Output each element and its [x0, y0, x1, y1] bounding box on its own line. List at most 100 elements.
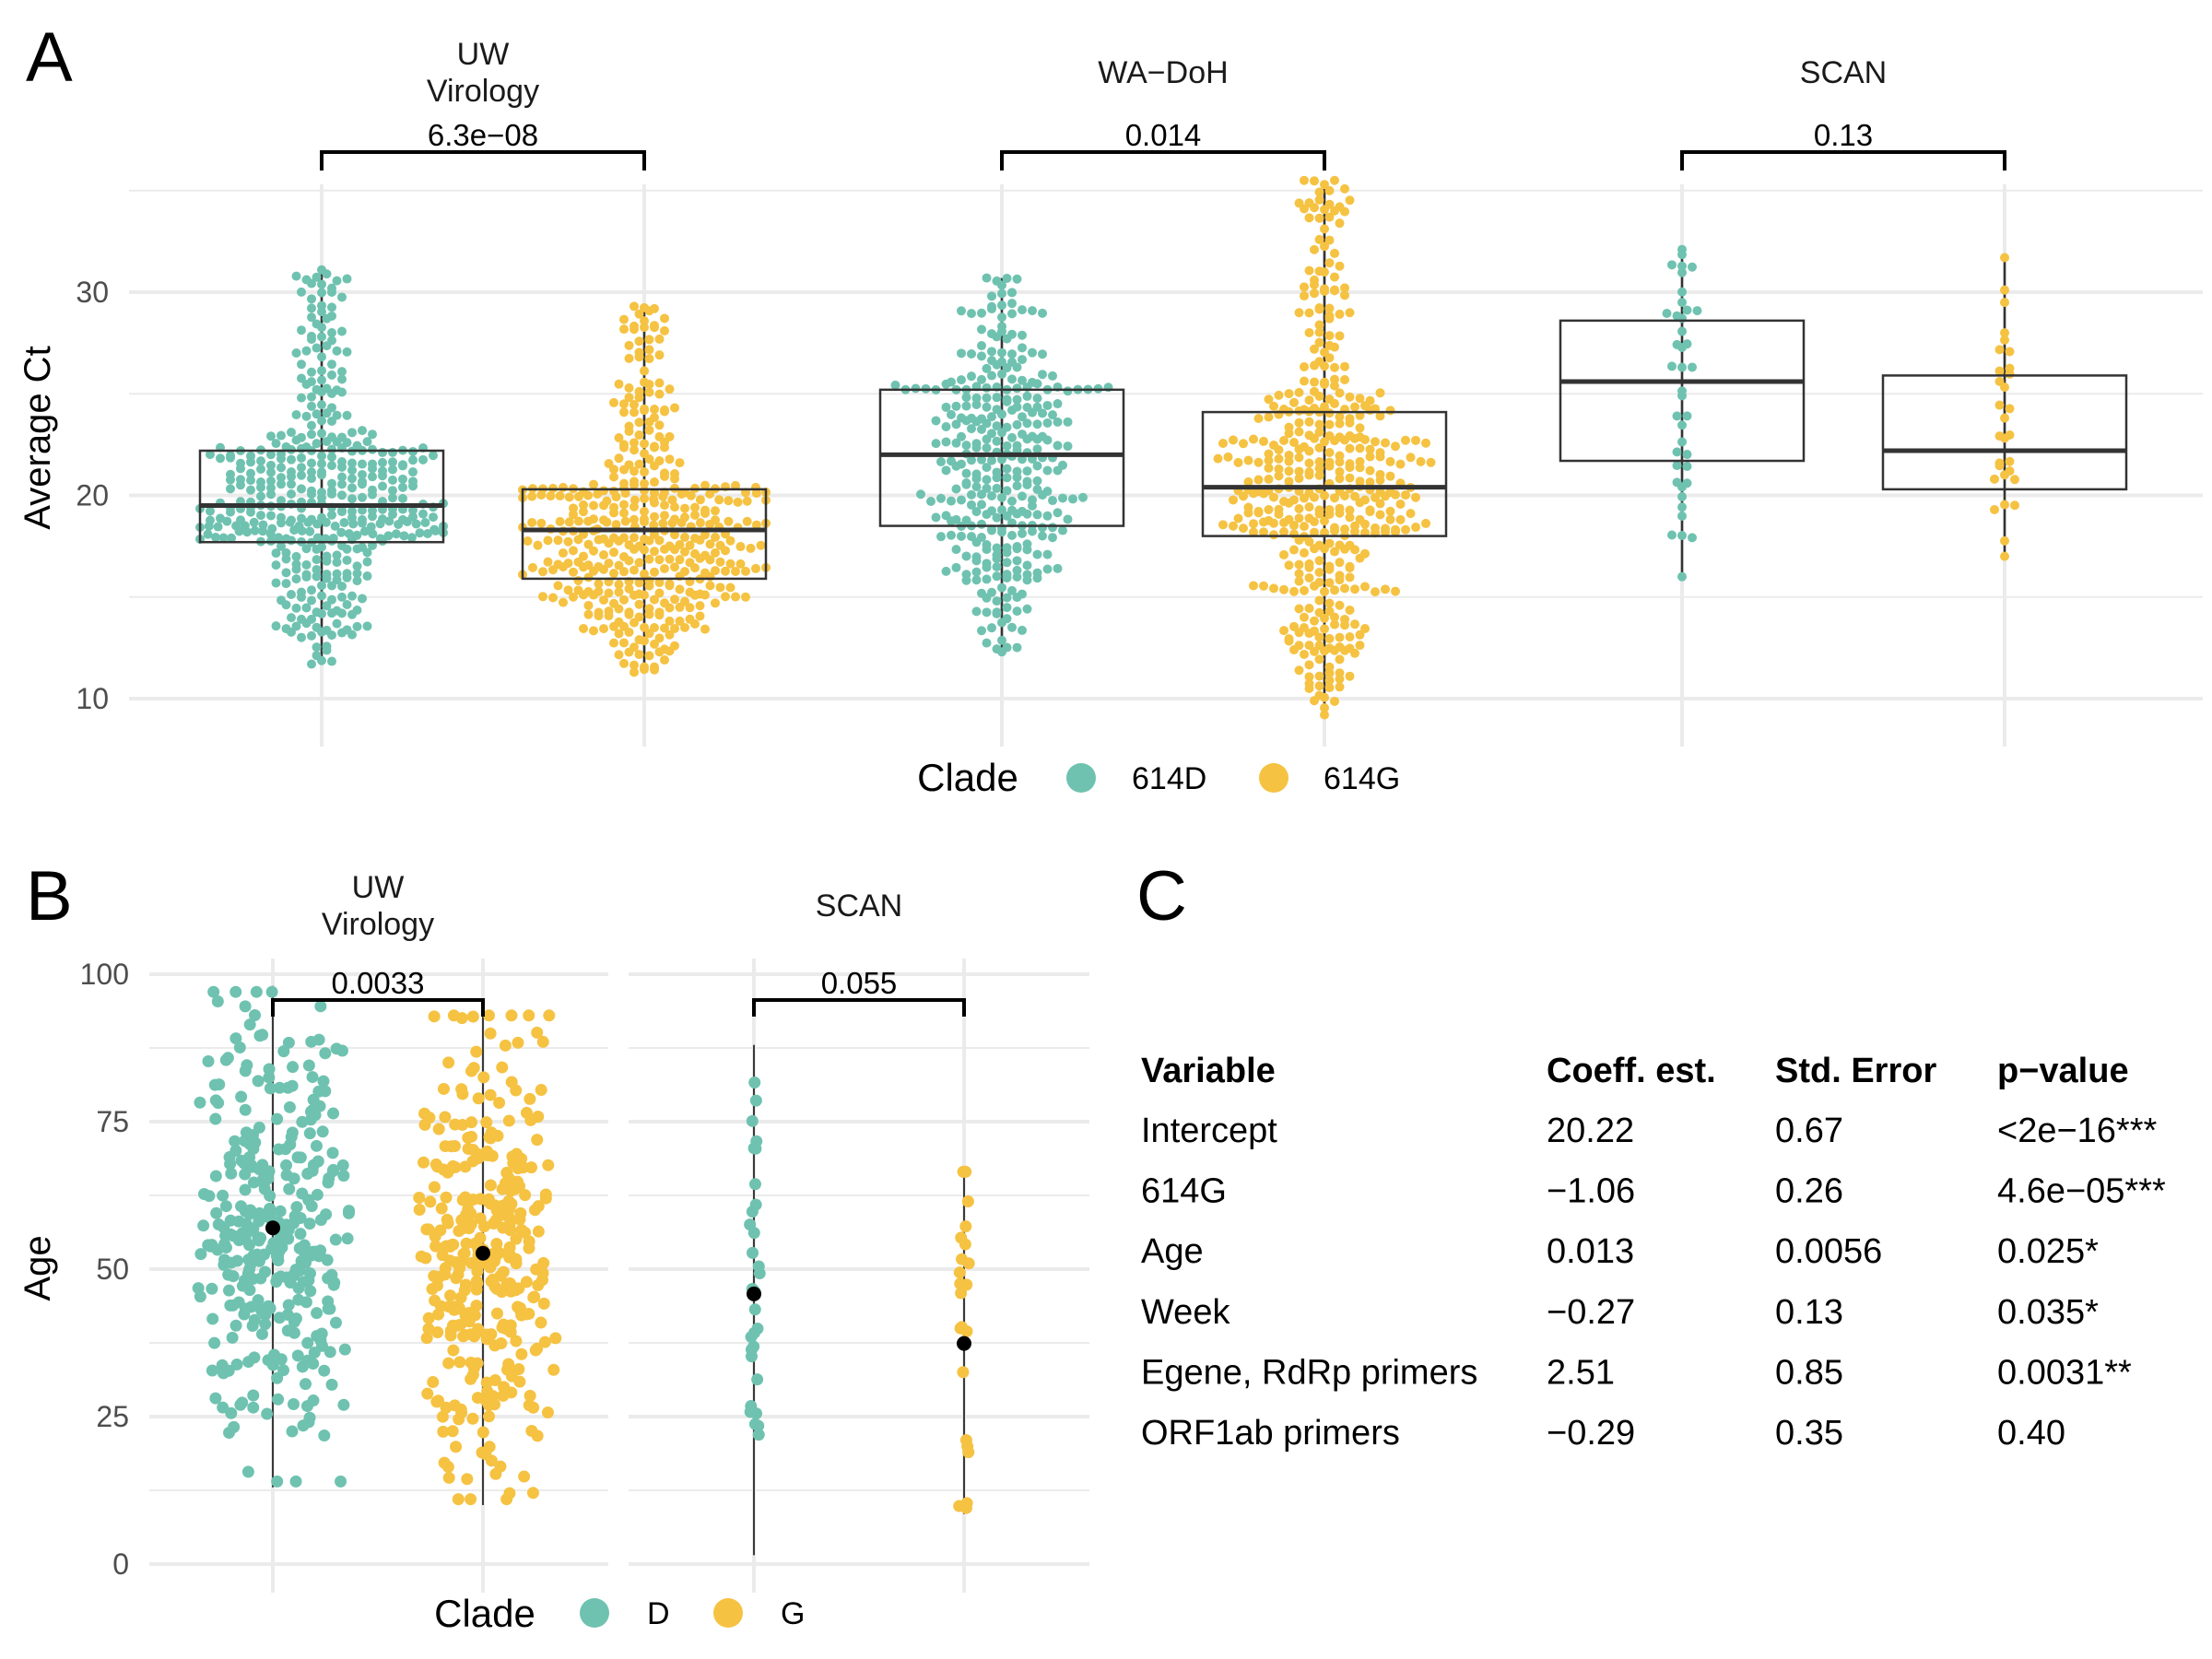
- data-point: [1391, 586, 1400, 596]
- data-point: [1324, 578, 1335, 588]
- data-point: [470, 1300, 483, 1312]
- data-point: [951, 484, 961, 494]
- data-point: [982, 402, 992, 412]
- data-point: [211, 533, 221, 543]
- data-point: [992, 473, 1002, 483]
- data-point: [281, 568, 291, 578]
- data-point: [442, 1056, 455, 1069]
- data-point: [362, 571, 372, 582]
- data-point: [1310, 527, 1319, 537]
- data-point: [589, 590, 598, 600]
- data-point: [957, 306, 966, 316]
- data-point: [317, 429, 326, 439]
- data-point: [1324, 258, 1335, 268]
- data-point: [751, 520, 761, 530]
- data-point: [358, 479, 367, 489]
- data-point: [502, 1221, 515, 1234]
- data-point: [447, 1344, 460, 1357]
- data-point: [1345, 392, 1355, 402]
- data-point: [1018, 528, 1027, 538]
- data-point: [629, 514, 639, 524]
- data-point: [589, 566, 598, 576]
- data-point: [1310, 492, 1319, 502]
- data-point: [640, 316, 649, 326]
- data-point: [1335, 412, 1345, 422]
- data-point: [583, 516, 594, 526]
- data-point: [1310, 288, 1319, 299]
- data-point: [295, 1254, 308, 1267]
- data-point: [1314, 304, 1324, 314]
- data-point: [960, 1497, 973, 1510]
- data-point: [1053, 441, 1063, 451]
- data-point: [957, 1366, 970, 1379]
- data-point: [1411, 523, 1420, 533]
- data-point: [1300, 547, 1309, 558]
- data-point: [435, 1202, 448, 1215]
- data-point: [563, 536, 573, 547]
- data-point: [352, 576, 362, 586]
- data-point: [332, 618, 342, 629]
- data-point: [1335, 674, 1345, 684]
- data-point: [644, 354, 654, 364]
- data-point: [297, 359, 306, 370]
- data-point: [624, 382, 634, 393]
- data-point: [1038, 523, 1047, 533]
- data-point: [629, 400, 639, 410]
- data-point: [255, 1327, 268, 1340]
- data-point: [1274, 464, 1284, 474]
- data-point: [931, 416, 941, 426]
- data-point: [246, 1320, 259, 1333]
- data-point: [619, 658, 629, 668]
- data-point: [1229, 435, 1238, 445]
- data-point: [317, 459, 326, 469]
- data-point: [1022, 480, 1032, 490]
- data-point: [408, 467, 418, 477]
- data-point: [317, 288, 326, 298]
- data-point: [2000, 335, 2009, 345]
- data-point: [1289, 521, 1299, 531]
- data-point: [650, 547, 659, 557]
- data-point: [1229, 495, 1238, 505]
- data-point: [680, 503, 689, 513]
- data-point: [1320, 692, 1329, 702]
- data-point: [287, 472, 296, 482]
- data-point: [992, 512, 1002, 523]
- data-point: [1042, 465, 1053, 476]
- data-point: [301, 559, 312, 570]
- data-point: [316, 1125, 329, 1138]
- data-point: [992, 421, 1002, 431]
- facet-strip-label: UW: [352, 870, 405, 905]
- data-point: [322, 573, 332, 583]
- data-point: [644, 554, 654, 564]
- data-point: [1053, 399, 1063, 409]
- data-point: [644, 335, 654, 345]
- data-point: [287, 535, 296, 546]
- data-point: [330, 521, 340, 531]
- data-point: [527, 517, 537, 527]
- data-point: [1269, 583, 1278, 594]
- data-point: [1324, 510, 1335, 520]
- data-point: [992, 596, 1002, 606]
- data-point: [967, 371, 976, 382]
- data-point: [327, 452, 336, 462]
- data-point: [253, 1163, 265, 1176]
- data-point: [327, 370, 336, 380]
- pvalue-bracket: [271, 998, 485, 1017]
- data-point: [1682, 305, 1692, 315]
- data-point: [503, 1487, 516, 1500]
- data-point: [1350, 619, 1359, 629]
- data-point: [281, 579, 291, 589]
- data-point: [1667, 260, 1677, 270]
- data-point: [342, 555, 352, 565]
- table-cell: 0.35: [1775, 1414, 1843, 1453]
- data-point: [1421, 438, 1430, 448]
- data-point: [614, 629, 624, 639]
- data-point: [748, 1178, 761, 1191]
- data-point: [680, 532, 689, 542]
- data-point: [312, 439, 322, 449]
- data-point: [1279, 549, 1288, 559]
- data-point: [624, 583, 634, 594]
- box-body: [521, 488, 768, 581]
- data-point: [936, 493, 946, 503]
- data-point: [982, 363, 992, 373]
